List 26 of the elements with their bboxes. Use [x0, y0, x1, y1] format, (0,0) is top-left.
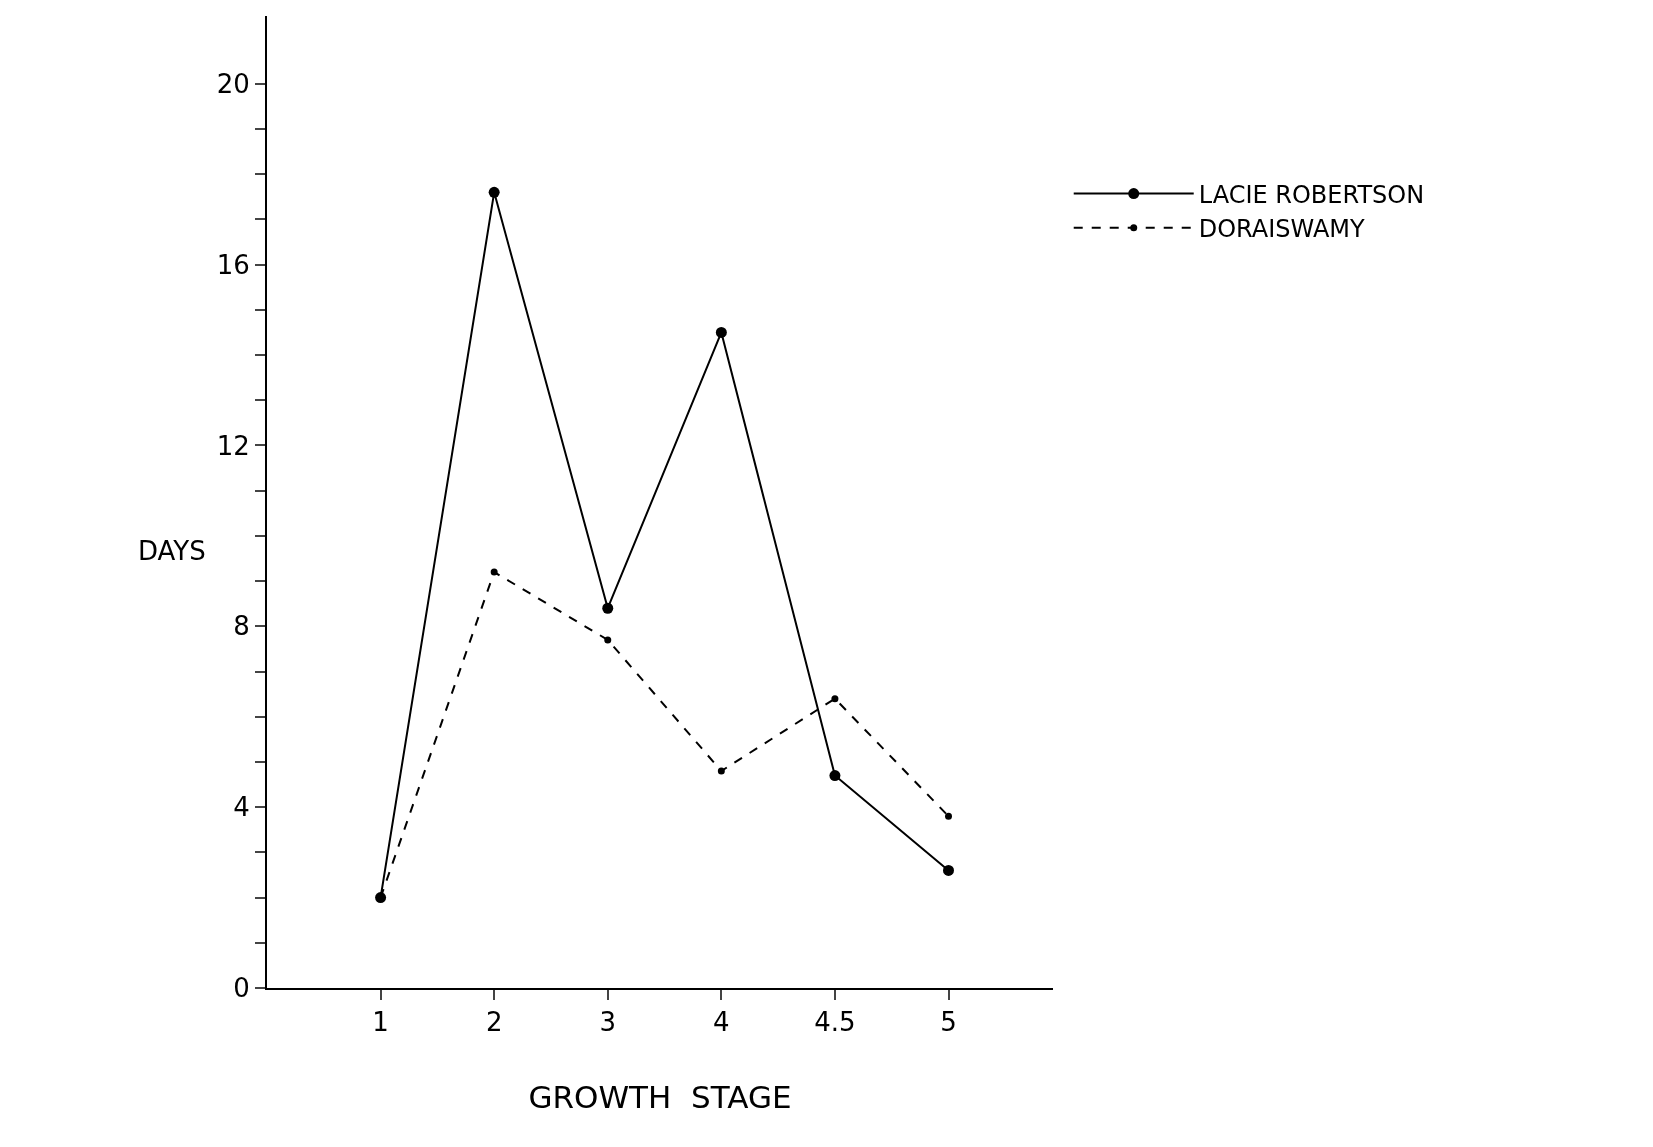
point: [943, 864, 954, 876]
x-tick-label: 4.5: [814, 1007, 856, 1038]
point: [715, 326, 727, 338]
y-axis-title: DAYS: [138, 536, 206, 566]
point: [831, 695, 839, 703]
legend-label: LACIE ROBERTSON: [1198, 180, 1425, 209]
point: [488, 186, 500, 198]
x-tick-label: 1: [372, 1007, 389, 1038]
point: [490, 568, 498, 576]
point: [829, 770, 841, 782]
point: [717, 767, 725, 775]
point: [945, 812, 952, 820]
x-axis-title: GROWTH STAGE: [528, 1078, 792, 1115]
legend-label: DORAISWAMY: [1198, 215, 1366, 244]
x-tick-label: 3: [599, 1007, 617, 1038]
x-tick-label: 5: [940, 1007, 957, 1038]
y-tick-label: 4: [233, 792, 250, 823]
y-tick-label: 8: [233, 611, 250, 642]
y-tick-label: 0: [233, 973, 250, 1004]
point: [604, 636, 612, 644]
point: [602, 602, 614, 614]
x-tick-label: 2: [485, 1007, 503, 1038]
x-tick-label: 4: [713, 1007, 730, 1038]
y-tick-label: 16: [216, 249, 250, 280]
y-tick-label: 12: [216, 430, 250, 461]
y-tick-label: 20: [216, 68, 250, 99]
